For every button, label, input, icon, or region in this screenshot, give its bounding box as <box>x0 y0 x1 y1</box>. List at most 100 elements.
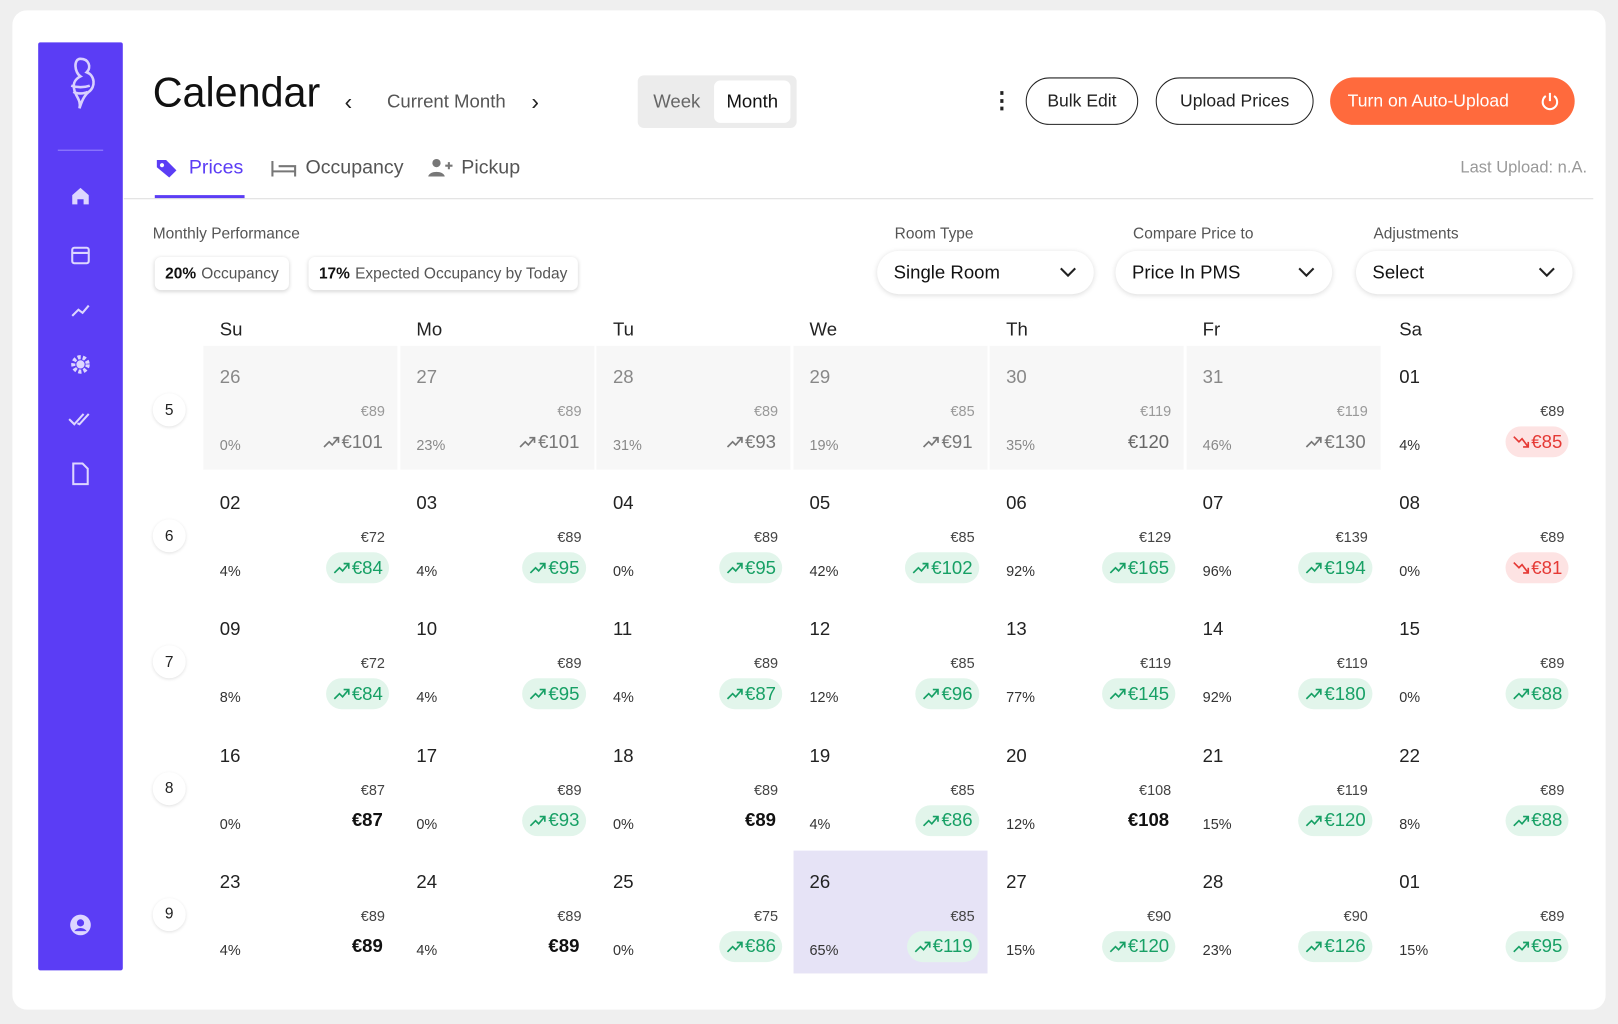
tab[interactable]: Occupancy <box>305 156 404 179</box>
view-option[interactable]: Week <box>653 90 701 112</box>
day-cell[interactable]: 21 €119 15% €120 <box>1186 724 1381 848</box>
date: 14 <box>1202 618 1224 640</box>
day-cell[interactable]: 01 €89 4% €85 <box>1382 345 1577 470</box>
date: 11 <box>612 618 633 640</box>
week-number: 7 <box>152 645 186 679</box>
pms-price: €75 <box>753 907 779 924</box>
day-cell[interactable]: 04 €89 0% €95 <box>596 471 791 596</box>
day-cell[interactable]: 07 €139 96% €194 <box>1186 471 1381 596</box>
price: €108 <box>1122 805 1176 836</box>
day-cell[interactable]: 15 €89 0% €88 <box>1382 598 1577 722</box>
price-value: €120 <box>1127 935 1170 957</box>
week-number: 5 <box>152 393 186 427</box>
price-value: €96 <box>941 683 973 704</box>
chart-icon[interactable] <box>69 298 92 321</box>
file-icon[interactable] <box>69 461 92 486</box>
check-icon[interactable] <box>67 408 94 431</box>
bulk-edit-button[interactable]: Bulk Edit <box>1025 77 1139 125</box>
date: 08 <box>1399 492 1420 514</box>
day-cell[interactable]: 09 €72 8% €84 <box>203 598 398 722</box>
date: 31 <box>1202 366 1224 388</box>
day-cell[interactable]: 13 €119 77% €145 <box>989 598 1184 722</box>
price: €88 <box>1505 804 1569 836</box>
day-cell[interactable]: 05 €85 42% €102 <box>793 471 988 596</box>
day-cell[interactable]: 28 €90 23% €126 <box>1186 850 1381 974</box>
date: 21 <box>1202 744 1224 766</box>
date: 27 <box>416 366 438 388</box>
upload-button[interactable]: Upload Prices <box>1155 77 1314 125</box>
price-value: €102 <box>931 557 973 578</box>
day-cell[interactable]: 28 €89 31% €93 <box>596 345 791 470</box>
day-cell[interactable]: 20 €108 12% €108 <box>989 724 1184 848</box>
day-cell[interactable]: 12 €85 12% €96 <box>793 598 988 722</box>
pms-price: €139 <box>1335 528 1368 546</box>
day-cell[interactable]: 10 €89 4% €95 <box>399 598 594 722</box>
day-cell[interactable]: 25 €75 0% €86 <box>596 850 791 974</box>
weekday: We <box>809 318 838 340</box>
day-cell[interactable]: 27 €89 23% €101 <box>399 345 594 470</box>
home-icon[interactable] <box>69 185 92 208</box>
week-number: 6 <box>152 519 186 553</box>
day-cell[interactable]: 06 €129 92% €165 <box>989 471 1184 596</box>
user-icon[interactable] <box>69 914 92 937</box>
day-cell[interactable]: 14 €119 92% €180 <box>1186 598 1381 722</box>
price-value: €93 <box>548 809 580 831</box>
day-cell[interactable]: 18 €89 0% €89 <box>596 724 791 848</box>
next-button[interactable]: › <box>531 88 539 115</box>
pms-price: €72 <box>360 528 385 546</box>
day-cell[interactable]: 08 €89 0% €81 <box>1382 471 1577 596</box>
calendar-icon[interactable] <box>69 244 92 267</box>
pms-price: €89 <box>360 402 385 420</box>
day-cell[interactable]: 01 €89 15% €95 <box>1382 850 1577 974</box>
day-cell[interactable]: 03 €89 4% €95 <box>399 471 594 596</box>
price: €102 <box>905 552 979 584</box>
price: €93 <box>719 426 782 457</box>
day-cell[interactable]: 29 €85 19% €91 <box>793 345 988 470</box>
day-cell[interactable]: 17 €89 0% €93 <box>399 724 594 848</box>
date: 22 <box>1399 744 1420 766</box>
price-value: €87 <box>351 809 383 831</box>
pms-price: €89 <box>1540 781 1565 798</box>
day-cell[interactable]: 11 €89 4% €87 <box>596 598 791 722</box>
day-cell[interactable]: 27 €90 15% €120 <box>989 850 1184 974</box>
occupancy: 15% <box>1399 941 1429 958</box>
dropdown[interactable]: Select <box>1355 250 1573 295</box>
chevron <box>1059 262 1078 284</box>
day-cell[interactable]: 19 €85 4% €86 <box>793 724 988 848</box>
week-number: 8 <box>152 771 186 805</box>
occupancy: 65% <box>809 941 839 958</box>
view-option[interactable]: Month <box>714 80 791 123</box>
day-cell[interactable]: 26 €85 65% €119 <box>793 850 988 974</box>
filter-label: Adjustments <box>1373 225 1459 243</box>
price-value: €91 <box>941 430 973 452</box>
dropdown[interactable]: Single Room <box>877 250 1094 295</box>
last-upload: Last Upload: n.A. <box>1460 158 1588 177</box>
price: €86 <box>719 930 783 962</box>
divider <box>57 149 104 151</box>
settings-icon[interactable] <box>69 353 92 376</box>
pms-price: €119 <box>1336 402 1368 420</box>
occupancy: 23% <box>1202 941 1232 958</box>
prev-button[interactable]: ‹ <box>344 88 353 115</box>
price-value: €81 <box>1531 557 1563 578</box>
tab[interactable]: Prices <box>188 156 244 179</box>
day-cell[interactable]: 02 €72 4% €84 <box>203 471 398 596</box>
auto-upload-button[interactable]: Turn on Auto-Upload <box>1330 77 1575 125</box>
tab[interactable]: Pickup <box>461 156 521 179</box>
more-menu[interactable]: ⋮ <box>990 86 1014 113</box>
day-cell[interactable]: 16 €87 0% €87 <box>203 724 398 848</box>
view-toggle: Week Month <box>637 75 797 129</box>
price-value: €89 <box>548 935 580 957</box>
pms-price: €119 <box>1140 402 1172 420</box>
dropdown[interactable]: Price In PMS <box>1115 250 1333 295</box>
price-value: €93 <box>744 430 776 452</box>
day-cell[interactable]: 24 €89 4% €89 <box>399 850 594 974</box>
occupancy: 4% <box>416 562 438 580</box>
date: 10 <box>416 618 438 640</box>
day-cell[interactable]: 22 €89 8% €88 <box>1382 724 1577 848</box>
day-cell[interactable]: 23 €89 4% €89 <box>203 850 398 974</box>
day-cell[interactable]: 30 €119 35% €120 <box>989 345 1184 470</box>
day-cell[interactable]: 26 €89 0% €101 <box>203 345 398 470</box>
day-cell[interactable]: 31 €119 46% €130 <box>1186 345 1381 470</box>
occupancy: 35% <box>1006 436 1036 454</box>
